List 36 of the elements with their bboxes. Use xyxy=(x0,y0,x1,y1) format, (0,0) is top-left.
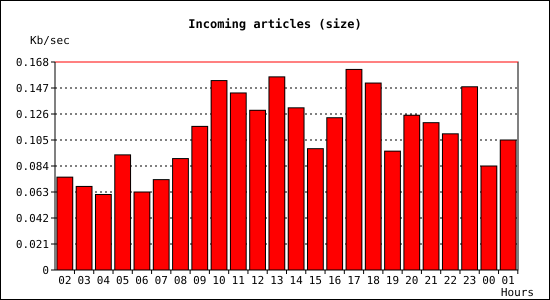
x-tick-label: 20 xyxy=(405,274,418,287)
x-tick-label: 13 xyxy=(270,274,284,287)
x-tick-label: 19 xyxy=(386,274,400,287)
x-tick-label: 09 xyxy=(193,274,206,287)
x-tick-label: 14 xyxy=(290,274,304,287)
y-tick-label: 0.021 xyxy=(16,238,49,251)
y-tick-label: 0.126 xyxy=(16,108,49,121)
y-tick-label: 0.147 xyxy=(16,82,49,95)
x-tick-label: 05 xyxy=(116,274,130,287)
x-tick-label: 15 xyxy=(308,274,322,287)
y-tick-label: 0 xyxy=(42,264,49,277)
x-tick-label: 07 xyxy=(154,274,168,287)
x-tick-label: 22 xyxy=(444,274,457,287)
x-tick-label: 04 xyxy=(96,274,110,287)
y-tick-label: 0.042 xyxy=(16,212,49,225)
x-tick-label: 03 xyxy=(77,274,91,287)
y-tick-label: 0.063 xyxy=(16,186,49,199)
x-tick-label: 08 xyxy=(174,274,188,287)
x-tick-label: 06 xyxy=(135,274,149,287)
x-axis-title: Hours xyxy=(500,286,534,299)
x-tick-label: 17 xyxy=(347,274,361,287)
x-tick-label: 23 xyxy=(462,274,476,287)
x-tick-label: 16 xyxy=(328,274,342,287)
x-tick-label: 11 xyxy=(232,274,245,287)
x-tick-label: 21 xyxy=(424,274,438,287)
y-tick-label: 0.105 xyxy=(16,134,49,147)
y-tick-label: 0.168 xyxy=(16,56,49,69)
x-tick-label: 12 xyxy=(250,274,264,287)
x-tick-label: 01 xyxy=(502,274,515,287)
y-tick-label: 0.084 xyxy=(16,160,50,173)
chart-title: Incoming articles (size) xyxy=(188,17,362,31)
x-tick-label: 00 xyxy=(482,274,496,287)
x-tick-label: 18 xyxy=(366,274,380,287)
x-tick-label: 02 xyxy=(58,274,72,287)
y-axis-title: Kb/sec xyxy=(30,34,70,47)
x-tick-label: 10 xyxy=(212,274,226,287)
